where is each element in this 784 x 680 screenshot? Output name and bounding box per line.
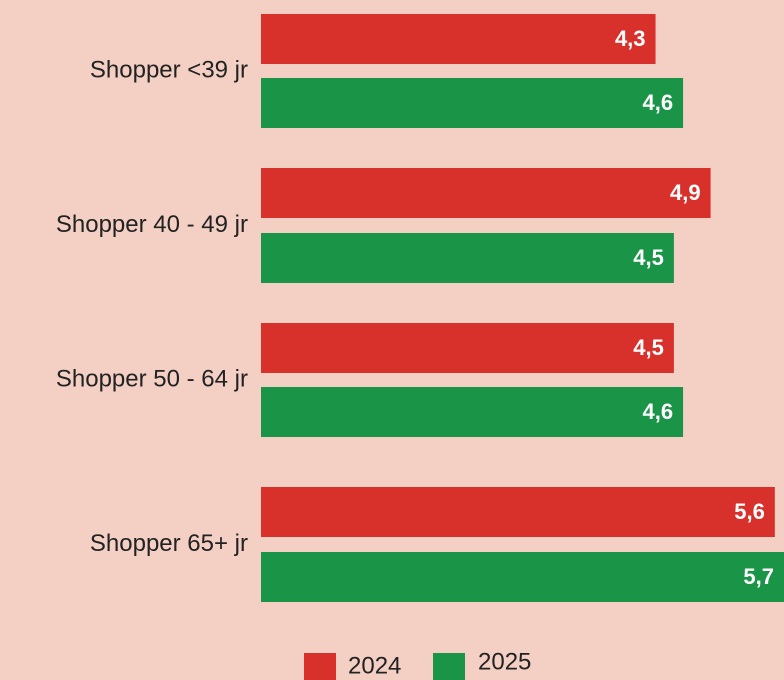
value-label: 5,7	[743, 564, 774, 589]
bar	[261, 78, 684, 128]
legend-swatch	[304, 653, 336, 680]
legend-label: 2025	[478, 648, 531, 675]
bar	[261, 233, 674, 283]
legend-swatch	[433, 653, 465, 680]
value-label: 5,6	[734, 499, 765, 524]
category-label: Shopper 40 - 49 jr	[56, 211, 248, 238]
category-label: Shopper 65+ jr	[90, 530, 248, 557]
value-label: 4,6	[642, 399, 673, 424]
bar	[261, 168, 711, 218]
value-label: 4,6	[642, 90, 673, 115]
bar	[261, 487, 775, 537]
category-label: Shopper 50 - 64 jr	[56, 365, 248, 392]
value-label: 4,5	[633, 245, 664, 270]
bar	[261, 323, 674, 373]
value-label: 4,5	[633, 335, 664, 360]
value-label: 4,9	[670, 180, 701, 205]
category-label: Shopper <39 jr	[90, 56, 248, 83]
bar	[261, 552, 784, 602]
bar	[261, 14, 656, 64]
legend-label: 2024	[348, 652, 401, 679]
value-label: 4,3	[615, 26, 646, 51]
bar	[261, 387, 684, 437]
